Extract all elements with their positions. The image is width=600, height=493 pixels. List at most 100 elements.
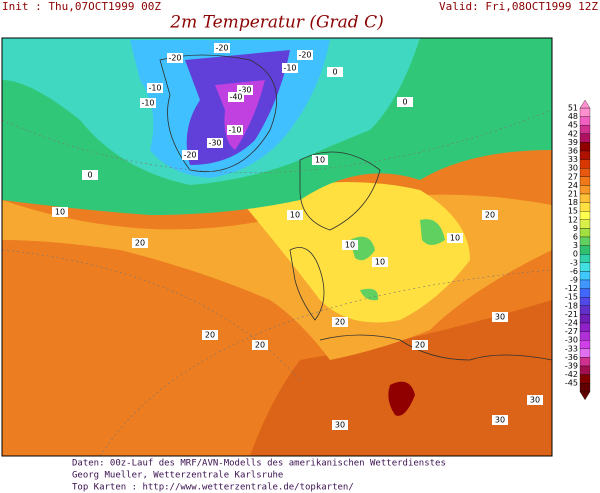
contour-label: 10 [315,156,325,165]
colorbar-band [579,142,591,152]
colorbar-label: 18 [568,198,578,207]
contour-label: 20 [255,341,265,350]
hot-area [250,300,552,456]
contour-label: -20 [168,54,181,63]
colorbar-label: -6 [570,267,578,276]
colorbar-label: 51 [568,104,578,113]
colorbar-band [579,107,591,117]
colorbar-label: -9 [570,276,578,285]
contour-label: 10 [55,208,65,217]
contour-label-box [237,85,253,95]
colorbar-label: 30 [568,164,578,173]
colorbar-band [579,219,591,229]
contour-label-box [52,207,68,217]
contour-label-box [82,170,98,180]
contour-label-box [202,330,218,340]
contour-label: -10 [283,64,296,73]
footer-line: Georg Mueller, Wetterzentrale Karlsruhe [72,471,283,481]
colorbar-label: -3 [570,258,578,267]
map-area [2,38,552,456]
contour-label: -10 [228,126,241,135]
colorbar-label: -39 [565,362,578,371]
colorbar-label: -24 [565,319,578,328]
contour-label-box [332,420,348,430]
colorbar-label: 0 [573,250,578,259]
colorbar-arrow [579,391,591,401]
colorbar-label: -27 [565,327,578,336]
contour-label: 20 [335,318,345,327]
contour-label-box [527,395,543,405]
contour-label: 10 [345,241,355,250]
colorbar-label: -45 [565,379,578,388]
contour-label-box [342,240,358,250]
contour-label: 30 [335,421,345,430]
contour-label-box [297,50,313,60]
contour-label-box [372,257,388,267]
colorbar-label: -15 [565,293,578,302]
footer-line: Top Karten : http://www.wetterzentrale.d… [72,483,354,493]
contour-label: 30 [495,416,505,425]
heat-spot [388,381,415,416]
contour-label: 10 [290,211,300,220]
contour-label-box [327,67,343,77]
contour-label-box [492,415,508,425]
contour-label-box [132,238,148,248]
contour-label: -40 [229,93,242,102]
colorbar-band [579,262,591,272]
colorbar-band [579,322,591,332]
colorbar-label: 21 [568,190,578,199]
colorbar-band [579,357,591,367]
colorbar-band [579,228,591,238]
contour-label: 0 [402,98,407,107]
colorbar-band [579,383,591,392]
contour-label-box [492,312,508,322]
colorbar-band [579,305,591,315]
colorbar-label: 48 [568,112,578,121]
contour-label-box [182,150,198,160]
contour-label: 10 [375,258,385,267]
colorbar-label: -12 [565,284,578,293]
contour-label-box [482,210,498,220]
title: 2m Temperatur (Grad C) [169,13,383,33]
valid-time: Valid: Fri,08OCT1999 12Z [439,0,598,13]
colorbar-band [579,314,591,324]
colorbar-band [579,125,591,134]
contour-label: 30 [495,313,505,322]
graticule [2,109,552,456]
colorbar-label: 3 [573,241,578,250]
footer-line: Daten: 00z-Lauf des MRF/AVN-Modells des … [72,459,446,469]
contour-label: 20 [205,331,215,340]
contour-label: 20 [135,239,145,248]
coastlines [159,54,552,361]
contour-label-box [282,63,298,73]
contour-label-box [207,138,223,148]
colorbar-band [579,185,591,195]
contour-label-box [397,97,413,107]
colorbar-label: -30 [565,336,578,345]
contour-label-box [214,43,230,53]
colorbar-band [579,297,591,306]
colorbar-band [579,150,591,160]
colorbar-band [579,193,591,203]
contour-label: -30 [208,139,221,148]
colorbar-label: 33 [568,155,578,164]
contour-label: -20 [183,151,196,160]
colorbar-band [579,159,591,169]
colorbar-label: 39 [568,138,578,147]
contour-label-box [447,233,463,243]
colorbar-arrow [579,99,591,109]
contour-label-box [287,210,303,220]
colorbar-label: -42 [565,370,578,379]
contour-label: -10 [141,99,154,108]
contour-label-box [227,125,243,135]
colorbar-band [579,374,591,384]
contour-label: 20 [485,211,495,220]
contour-label-box [412,340,428,350]
contour-label: -20 [215,44,228,53]
colorbar: 51484542393633302724211815129630-3-6-9-1… [565,99,591,401]
contour-label-box [228,92,244,102]
colorbar-label: 9 [573,224,578,233]
colorbar-band [579,245,591,255]
colorbar-band [579,271,591,281]
init-time: Init : Thu,07OCT1999 00Z [2,0,161,13]
